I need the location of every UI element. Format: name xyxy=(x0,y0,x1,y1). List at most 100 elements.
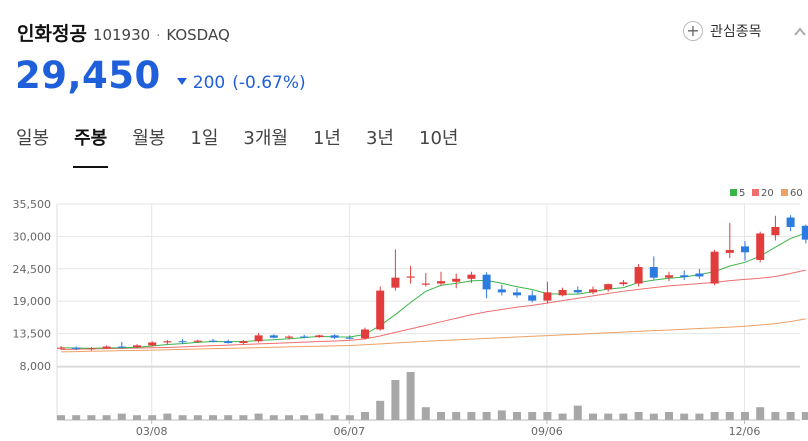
candle-body xyxy=(406,276,415,278)
stock-title-row: 인화정공 101930 · KOSDAQ xyxy=(17,19,230,46)
candle-body xyxy=(102,346,111,349)
candle-body xyxy=(133,345,141,348)
volume-bar xyxy=(437,412,445,420)
candle-body xyxy=(345,337,354,339)
candle-body xyxy=(391,277,400,288)
tab-1year[interactable]: 1년 xyxy=(312,128,341,149)
legend-swatch-20 xyxy=(752,189,759,196)
candle-body xyxy=(285,336,293,338)
volume-bar xyxy=(72,415,81,420)
candle-body xyxy=(786,217,795,227)
candle-body xyxy=(543,292,552,301)
candle-body xyxy=(695,273,704,277)
candle-body xyxy=(513,292,521,296)
volume-bar xyxy=(361,412,369,420)
volume-bar xyxy=(391,380,400,420)
x-tick-label: 06/07 xyxy=(333,425,365,438)
candle-body xyxy=(361,329,369,339)
x-tick-label: 03/08 xyxy=(136,425,168,438)
tab-monthly[interactable]: 월봉 xyxy=(132,128,166,149)
separator-dot: · xyxy=(156,29,161,44)
volume-bar xyxy=(209,415,217,420)
volume-bar xyxy=(589,413,597,420)
candle-body xyxy=(649,267,658,278)
tab-3months[interactable]: 3개월 xyxy=(243,128,288,149)
volume-bar xyxy=(300,415,309,420)
market-name: KOSDAQ xyxy=(166,26,230,44)
candle-body xyxy=(254,335,263,342)
tab-daily[interactable]: 일봉 xyxy=(16,128,50,149)
stock-code: 101930 xyxy=(92,26,151,44)
candle-body xyxy=(57,347,65,349)
volume-bar xyxy=(330,415,339,420)
volume-bar xyxy=(634,412,643,420)
tab-weekly[interactable]: 주봉 xyxy=(73,124,109,168)
candle-body xyxy=(619,282,628,285)
volume-bar xyxy=(665,412,673,420)
candle-body xyxy=(528,295,537,301)
volume-bar xyxy=(619,413,628,420)
y-tick-label: 19,000 xyxy=(13,295,52,308)
ma5-line xyxy=(60,232,806,349)
chevron-up-icon[interactable] xyxy=(794,22,806,42)
x-tick-label: 09/06 xyxy=(531,425,563,438)
stock-name: 인화정공 xyxy=(17,23,87,45)
volume-bar xyxy=(801,412,808,420)
volume-bar xyxy=(725,412,734,420)
y-tick-label: 30,000 xyxy=(13,230,52,243)
volume-bar xyxy=(741,412,749,420)
volume-bar xyxy=(558,413,567,420)
y-tick-label: 35,500 xyxy=(13,198,52,211)
volume-bar xyxy=(102,415,111,420)
candle-body xyxy=(801,225,808,240)
y-tick-label: 13,500 xyxy=(13,328,52,341)
volume-bar xyxy=(482,412,491,420)
volume-bar xyxy=(239,415,248,420)
volume-bar xyxy=(604,413,613,420)
volume-bar xyxy=(178,415,187,420)
candle-body xyxy=(117,346,126,348)
candle-body xyxy=(589,289,597,293)
legend-swatch-60 xyxy=(781,189,788,196)
down-arrow-icon xyxy=(176,78,187,85)
legend-label-60: 60 xyxy=(790,188,803,199)
volume-bar xyxy=(467,412,476,420)
volume-bar xyxy=(543,412,552,420)
volume-bar xyxy=(421,407,430,420)
volume-bar xyxy=(117,413,126,420)
volume-bar xyxy=(695,413,704,420)
candle-body xyxy=(87,348,96,350)
ma60-line xyxy=(60,318,806,353)
stock-header: 인화정공 101930 · KOSDAQ + 관심종목 29,450 200 (… xyxy=(0,0,808,170)
candle-body xyxy=(209,340,217,342)
candle-body xyxy=(725,249,734,253)
volume-bar xyxy=(345,415,354,420)
candle-body xyxy=(421,283,430,285)
candle-body xyxy=(330,335,339,338)
volume-bar xyxy=(224,415,233,420)
price-change: 200 xyxy=(192,73,226,93)
candle-body xyxy=(756,233,765,260)
candle-body xyxy=(741,246,749,253)
legend-label-5: 5 xyxy=(739,188,745,199)
tab-10years[interactable]: 10년 xyxy=(419,128,459,149)
volume-bar xyxy=(756,407,765,420)
candle-body xyxy=(710,251,719,284)
volume-bar xyxy=(269,415,278,420)
volume-bar xyxy=(573,405,582,420)
candle-body xyxy=(178,341,187,343)
volume-bar xyxy=(452,412,461,420)
volume-bar xyxy=(528,412,537,420)
tab-3years[interactable]: 3년 xyxy=(365,128,394,149)
plus-icon: + xyxy=(683,21,703,41)
candle-body xyxy=(148,342,157,346)
add-watchlist-button[interactable]: + 관심종목 xyxy=(683,21,762,41)
tab-1day[interactable]: 1일 xyxy=(190,128,219,149)
volume-bar xyxy=(57,415,65,420)
x-tick-label: 12/06 xyxy=(729,425,761,438)
volume-bar xyxy=(406,372,415,420)
candle-body xyxy=(558,290,567,296)
candle-body xyxy=(452,278,461,282)
candle-body xyxy=(482,274,491,290)
stock-chart[interactable]: 35,500 30,000 24,500 19,000 13,500 8,000 03/08… xyxy=(0,178,808,441)
